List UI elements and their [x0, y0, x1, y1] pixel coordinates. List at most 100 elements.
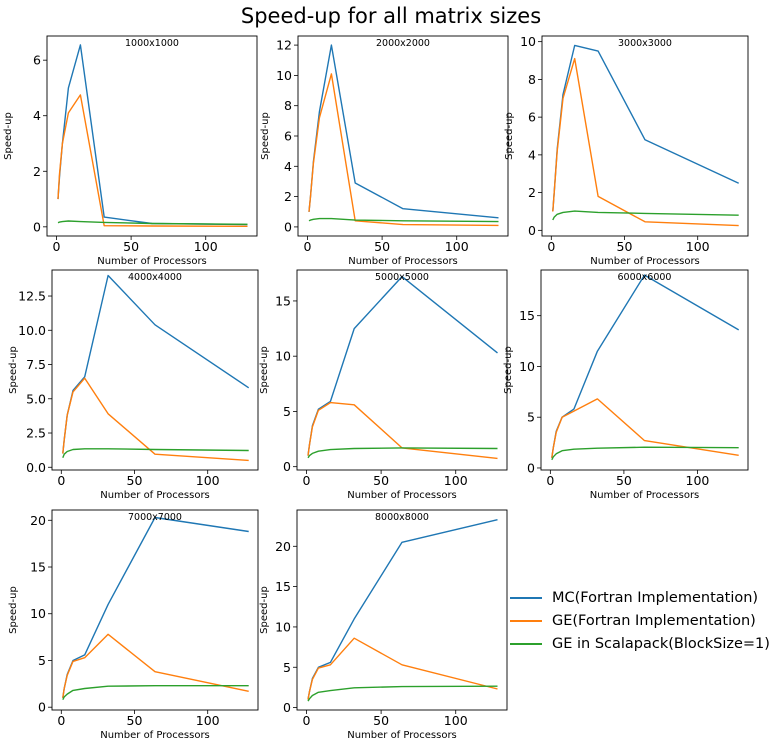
legend-item-scalapack: GE in Scalapack(BlockSize=1)	[510, 632, 770, 655]
y-tick-label: 10	[30, 606, 46, 621]
subplot-title: 3000x3000	[618, 38, 672, 49]
y-axis-label: Speed-up	[259, 586, 270, 634]
series-line-2	[307, 401, 498, 460]
subplot-3: 0 50 100 0 2 4 6 8 10 3000x3000 Number of Processo…	[504, 34, 749, 267]
y-tick-label: 12.5	[18, 289, 46, 304]
legend-label-mc: MC(Fortran Implementation)	[552, 589, 759, 606]
axes-frame	[46, 35, 258, 237]
x-tick-label: 50	[127, 473, 143, 488]
x-tick-label: 100	[194, 239, 218, 254]
subplot-6: 0 50 100 0 5 10 15 6000x6000 Number of Processor…	[503, 269, 749, 501]
y-tick-label: 10	[276, 68, 292, 83]
subplot-title: 4000x4000	[128, 272, 182, 283]
legend-item-mc: MC(Fortran Implementation)	[510, 586, 770, 609]
x-tick-label: 100	[445, 239, 469, 254]
x-tick-label: 50	[616, 473, 632, 488]
y-tick-label: 10	[520, 34, 536, 49]
series-line-3	[307, 685, 498, 702]
legend-swatch-mc	[510, 596, 542, 599]
subplot-title: 1000x1000	[125, 38, 179, 49]
y-tick-label: 0	[38, 700, 46, 715]
series-line-3	[62, 685, 249, 701]
y-tick-label: 4	[33, 108, 41, 123]
x-tick-label: 100	[444, 713, 468, 728]
y-axis-label: Speed-up	[504, 112, 515, 160]
x-tick-label: 0	[303, 713, 311, 728]
x-tick-label: 0	[304, 239, 312, 254]
series-line-1	[307, 519, 498, 700]
y-tick-label: 7.5	[26, 357, 46, 372]
subplot-title: 2000x2000	[376, 38, 430, 49]
x-tick-label: 50	[374, 239, 390, 254]
axes-frame	[541, 35, 749, 237]
series-line-1	[57, 44, 248, 226]
series-line-3	[552, 210, 739, 221]
series-line-2	[552, 57, 739, 227]
x-axis-label: Number of Processors	[347, 490, 457, 501]
y-axis-label: Speed-up	[260, 112, 271, 160]
figure-title: Speed-up for all matrix sizes	[240, 4, 542, 28]
x-tick-label: 0	[53, 239, 61, 254]
subplot-title: 6000x6000	[618, 272, 672, 283]
y-tick-label: 0	[528, 223, 536, 238]
y-tick-label: 8	[528, 72, 536, 87]
y-tick-label: 5	[283, 660, 291, 675]
y-tick-label: 10	[275, 349, 291, 364]
y-tick-label: 0	[527, 460, 535, 475]
legend-swatch-ge	[510, 619, 542, 622]
subplot-1: 0 50 100 0 2 4 6 1000x1000 Number of Processors S…	[3, 35, 258, 267]
series-line-2	[57, 94, 248, 227]
y-axis-label: Speed-up	[8, 346, 19, 394]
x-tick-label: 0	[57, 713, 65, 728]
axes-frame	[297, 35, 509, 237]
series-line-2	[62, 377, 249, 462]
subplot-7: 0 50 100 0 5 10 15 20 7000x7000 Number of Process…	[8, 509, 259, 741]
y-tick-label: 15	[275, 579, 291, 594]
y-tick-label: 15	[30, 560, 46, 575]
x-axis-label: Number of Processors	[590, 256, 700, 267]
series-line-2	[308, 73, 499, 227]
legend-label-ge: GE(Fortran Implementation)	[552, 612, 756, 629]
x-axis-label: Number of Processors	[347, 730, 457, 741]
series-line-1	[308, 44, 499, 219]
subplot-2: 0 50 100 0 2 4 6 8 10 12 2000x2000 Number of Proces…	[260, 35, 509, 267]
x-tick-label: 100	[444, 473, 468, 488]
y-tick-label: 6	[528, 110, 536, 125]
x-tick-label: 50	[373, 713, 389, 728]
axes-frame	[51, 509, 259, 711]
y-tick-label: 0	[283, 459, 291, 474]
series-line-2	[62, 633, 249, 699]
x-tick-label: 50	[373, 473, 389, 488]
legend-swatch-scalapack	[510, 642, 542, 645]
y-axis-label: Speed-up	[259, 346, 270, 394]
y-tick-label: 20	[30, 513, 46, 528]
series-line-3	[308, 217, 499, 223]
y-tick-label: 2.5	[26, 426, 46, 441]
y-tick-label: 5	[527, 410, 535, 425]
subplot-4: 0 50 100 0.0 2.5 5.0 7.5 10.0 12.5 4000x4000 Numbe…	[8, 269, 259, 501]
x-tick-label: 100	[686, 473, 710, 488]
x-axis-label: Number of Processors	[100, 490, 210, 501]
y-tick-label: 0	[33, 219, 41, 234]
series-line-1	[62, 516, 249, 699]
y-tick-label: 6	[33, 53, 41, 68]
y-tick-label: 4	[528, 147, 536, 162]
legend: MC(Fortran Implementation) GE(Fortran Im…	[510, 586, 770, 655]
subplot-title: 7000x7000	[128, 512, 182, 523]
x-axis-label: Number of Processors	[590, 490, 700, 501]
y-tick-label: 10	[275, 619, 291, 634]
series-line-3	[551, 446, 739, 461]
series-line-3	[307, 447, 498, 459]
legend-label-scalapack: GE in Scalapack(BlockSize=1)	[552, 635, 770, 652]
y-tick-label: 5	[38, 653, 46, 668]
series-line-1	[551, 274, 740, 458]
y-tick-label: 15	[519, 308, 535, 323]
y-tick-label: 0	[284, 219, 292, 234]
x-tick-label: 100	[196, 473, 220, 488]
x-tick-label: 50	[617, 239, 633, 254]
series-line-3	[62, 448, 249, 458]
x-tick-label: 100	[196, 713, 220, 728]
y-tick-label: 5.0	[26, 391, 46, 406]
x-tick-label: 0	[57, 473, 65, 488]
